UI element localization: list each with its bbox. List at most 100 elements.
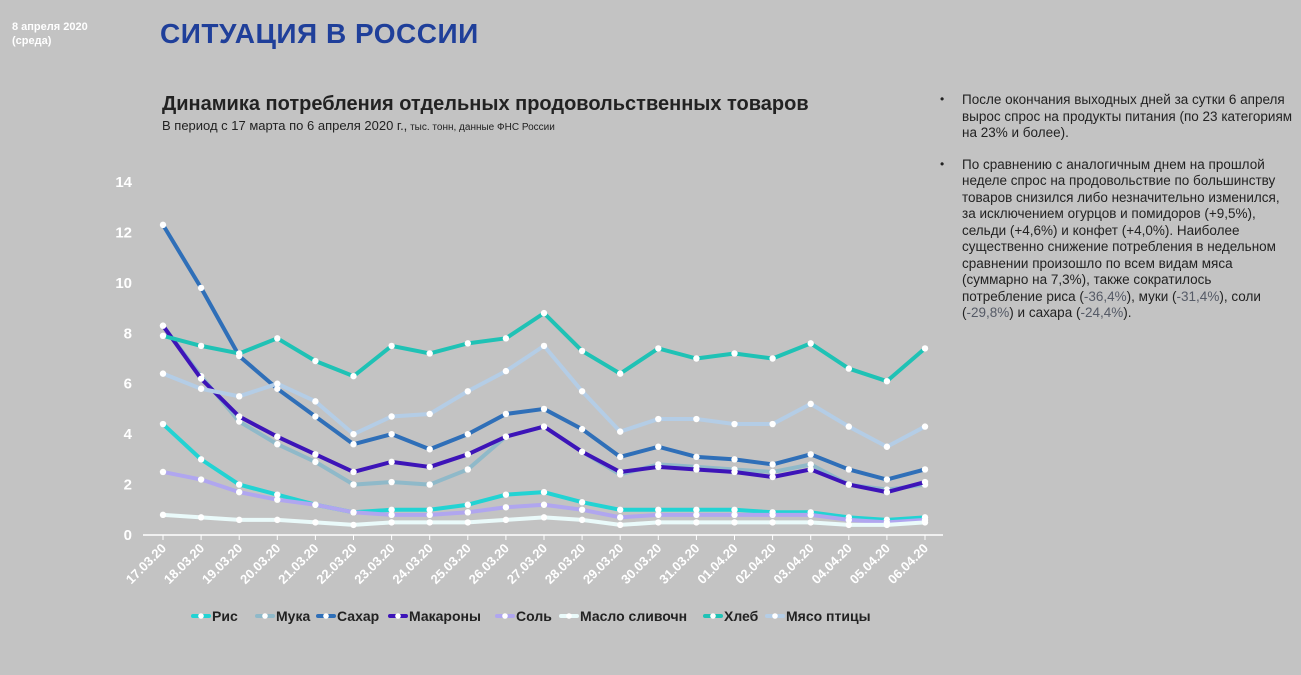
data-point	[578, 448, 586, 455]
data-point	[693, 453, 700, 461]
data-point	[655, 519, 662, 526]
data-point	[464, 519, 471, 526]
note-2-text-e: ).	[1123, 305, 1132, 320]
data-point	[274, 516, 281, 524]
data-point	[464, 451, 471, 458]
page-title: СИТУАЦИЯ В РОССИИ	[160, 18, 479, 49]
data-point	[578, 506, 586, 513]
data-point	[769, 519, 776, 526]
legend-label: Рис	[212, 608, 238, 624]
data-point	[312, 357, 319, 365]
legend-marker	[262, 613, 268, 619]
data-point	[388, 519, 395, 526]
x-tick-label: 03.04.20	[770, 541, 816, 587]
data-point	[274, 441, 281, 448]
data-point	[312, 501, 319, 508]
x-tick-label: 20.03.20	[237, 541, 283, 587]
note-2-text-d: ) и сахара (	[1009, 305, 1081, 320]
data-point	[655, 506, 662, 513]
data-point	[426, 463, 433, 471]
y-tick-label: 10	[115, 275, 132, 292]
data-point	[769, 461, 776, 468]
data-point	[388, 511, 395, 519]
data-point	[883, 521, 891, 529]
report-date-day: 8 апреля 2020	[12, 21, 88, 33]
note-2-flour-change: -31,4%	[1176, 288, 1220, 304]
legend-marker	[502, 613, 508, 619]
legend-label: Макароны	[409, 608, 481, 624]
data-point	[807, 461, 814, 468]
data-point	[197, 514, 205, 521]
x-tick-label: 28.03.20	[542, 541, 588, 587]
data-point	[693, 506, 700, 513]
data-point	[845, 423, 852, 430]
data-point	[350, 509, 357, 516]
data-point	[502, 516, 510, 524]
data-point	[883, 377, 891, 385]
data-point	[617, 468, 624, 476]
data-point	[312, 451, 319, 458]
data-point	[350, 481, 357, 488]
data-point	[578, 388, 586, 395]
data-point	[464, 466, 471, 473]
y-tick-label: 0	[124, 527, 132, 544]
legend-label: Мука	[276, 608, 310, 624]
data-point	[159, 468, 167, 476]
chart-subtitle: В период с 17 марта по 6 апреля 2020 г.,…	[162, 118, 555, 133]
data-point	[388, 342, 395, 350]
x-tick-label: 22.03.20	[313, 541, 359, 587]
data-point	[540, 342, 548, 350]
data-point	[769, 468, 776, 476]
x-tick-label: 30.03.20	[618, 541, 664, 587]
data-point	[464, 501, 471, 508]
data-point	[236, 418, 243, 425]
x-tick-label: 29.03.20	[580, 541, 626, 587]
x-tick-label: 04.04.20	[809, 541, 855, 587]
data-point	[274, 380, 281, 387]
data-point	[426, 410, 433, 418]
data-point	[464, 430, 471, 438]
data-point	[731, 420, 738, 428]
data-point	[312, 458, 319, 466]
data-point	[883, 443, 891, 450]
data-point	[807, 451, 814, 458]
note-2-text-b: ), муки (	[1126, 288, 1177, 304]
x-tick-label: 01.04.20	[694, 541, 740, 587]
note-2-text-c: ), соли (	[962, 288, 1261, 321]
data-point	[655, 415, 662, 423]
data-point	[540, 488, 548, 496]
legend-marker	[323, 613, 329, 619]
data-point	[236, 413, 243, 420]
x-tick-label: 31.03.20	[656, 541, 702, 587]
data-point	[426, 506, 433, 513]
data-point	[236, 488, 243, 496]
data-point	[197, 284, 205, 292]
data-point	[807, 511, 814, 519]
data-point	[617, 428, 624, 435]
data-point	[769, 355, 776, 362]
data-point	[655, 345, 662, 352]
report-date: 8 апреля 2020 (среда)	[12, 20, 88, 48]
data-point	[426, 481, 433, 488]
chart-subtitle-source: тыс. тонн, данные ФНС России	[407, 122, 555, 133]
data-point	[426, 519, 433, 526]
data-point	[464, 340, 471, 347]
data-point	[274, 491, 281, 498]
data-point	[921, 345, 929, 352]
data-point	[388, 478, 395, 486]
data-point	[731, 456, 738, 463]
data-point	[769, 473, 776, 481]
data-point	[617, 370, 624, 377]
y-tick-label: 12	[115, 224, 132, 241]
data-point	[578, 425, 586, 433]
data-point	[693, 466, 700, 473]
notes-list: После окончания выходных дней за сутки 6…	[938, 91, 1293, 337]
data-point	[236, 481, 243, 488]
data-point	[883, 488, 891, 496]
data-point	[807, 400, 814, 408]
chart-title: Динамика потребления отдельных продоволь…	[162, 93, 809, 115]
y-tick-label: 4	[124, 426, 133, 443]
data-point	[159, 420, 167, 428]
y-tick-label: 2	[124, 477, 132, 494]
x-tick-label: 27.03.20	[504, 541, 550, 587]
